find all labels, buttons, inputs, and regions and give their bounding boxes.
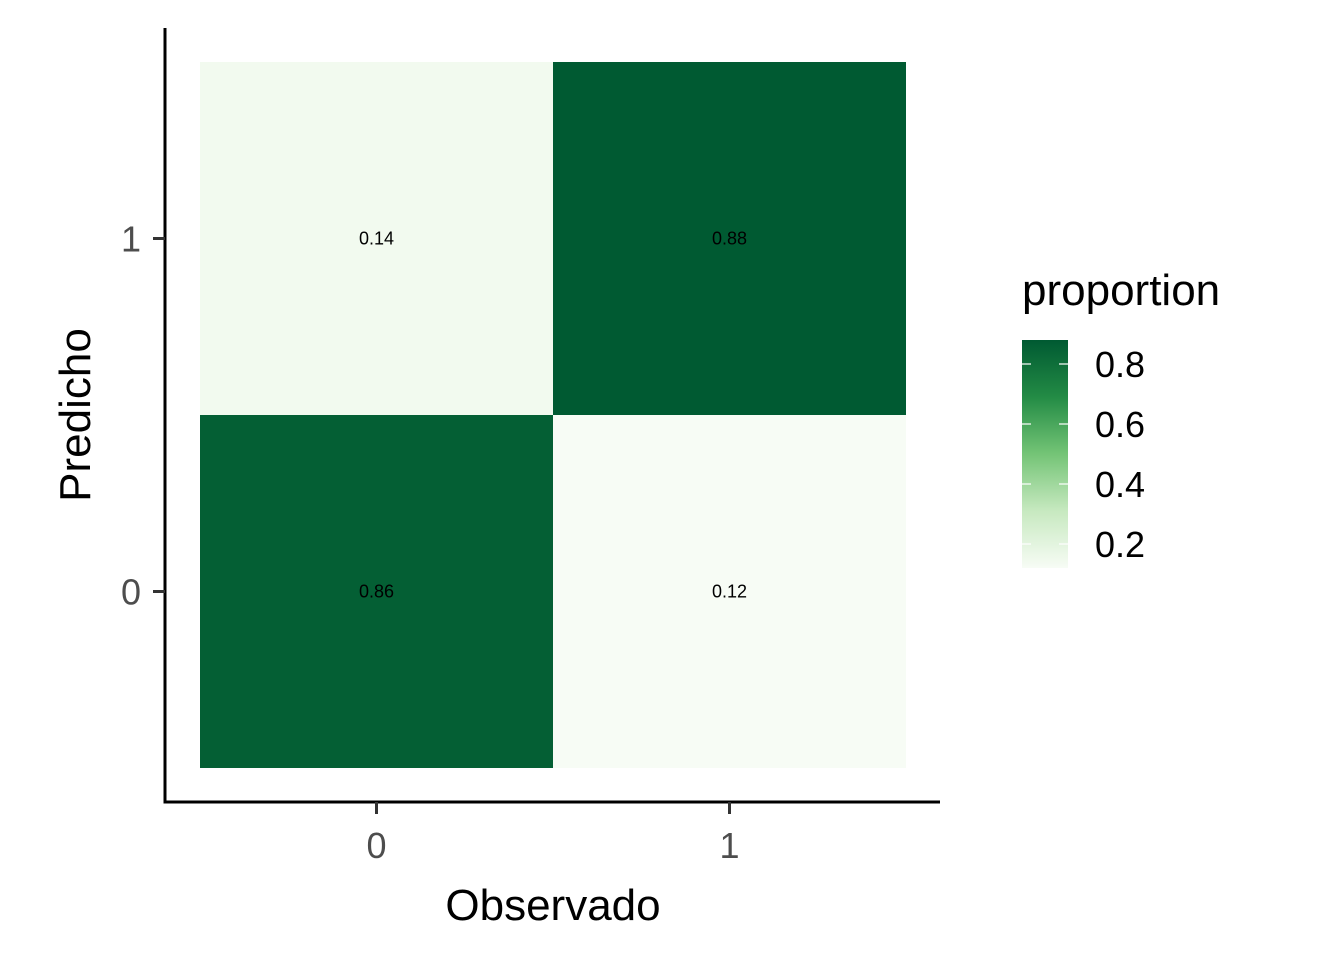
cell-value-label-1-0: 0.12 xyxy=(712,582,747,602)
y-axis-title: Predicho xyxy=(51,328,100,502)
legend-tick-label-0.8: 0.8 xyxy=(1095,344,1145,385)
y-tick-label-1: 1 xyxy=(121,219,141,260)
legend-title: proportion xyxy=(1022,266,1220,315)
legend-tick-label-0.4: 0.4 xyxy=(1095,464,1145,505)
cell-value-label-0-1: 0.14 xyxy=(359,229,394,249)
heatmap-cell-1-1 xyxy=(553,62,906,415)
legend-ticks: 0.2 0.4 0.6 0.8 xyxy=(1022,344,1145,565)
heatmap-cell-0-0 xyxy=(200,415,553,768)
cell-value-label-1-1: 0.88 xyxy=(712,229,747,249)
y-tick-label-0: 0 xyxy=(121,572,141,613)
axes: 0 1 0 1 xyxy=(121,28,940,866)
heatmap-cell-0-1 xyxy=(200,62,553,415)
legend-tick-label-0.2: 0.2 xyxy=(1095,524,1145,565)
heatmap-cell-labels: 0.14 0.88 0.86 0.12 xyxy=(359,229,747,602)
legend-colorbar xyxy=(1022,340,1068,568)
x-tick-label-1: 1 xyxy=(719,825,739,866)
color-legend: proportion 0.2 0.4 0.6 0.8 xyxy=(1022,266,1220,568)
heatmap-cell-1-0 xyxy=(553,415,906,768)
heatmap-cells xyxy=(200,62,906,768)
x-tick-label-0: 0 xyxy=(366,825,386,866)
x-axis-title: Observado xyxy=(445,881,660,930)
legend-tick-label-0.6: 0.6 xyxy=(1095,404,1145,445)
cell-value-label-0-0: 0.86 xyxy=(359,582,394,602)
